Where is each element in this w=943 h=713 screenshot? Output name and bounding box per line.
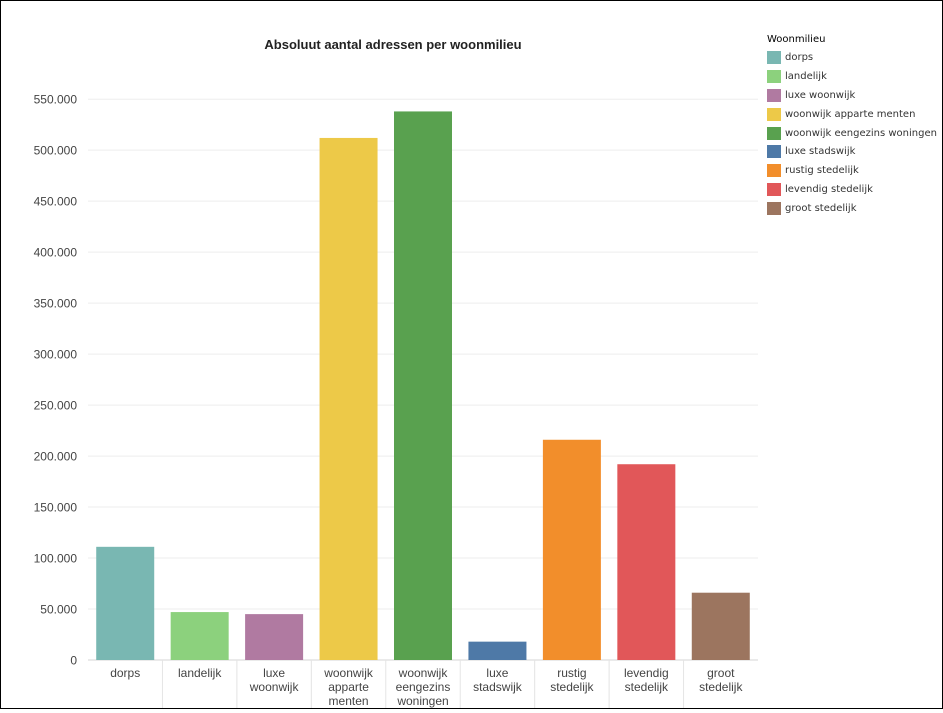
legend-item[interactable]: luxe woonwijk bbox=[767, 86, 943, 105]
y-tick-label: 450.000 bbox=[34, 195, 78, 209]
x-axis-labels: dorps landelijk luxe woonwijk woonwijk appart… bbox=[110, 666, 743, 708]
y-tick-label: 350.000 bbox=[34, 297, 78, 311]
y-tick-label: 0 bbox=[70, 654, 77, 668]
x-tick-label: woonwijk eengezins woningen bbox=[396, 666, 451, 708]
legend-swatch bbox=[767, 126, 781, 140]
x-tick-label: rustig stedelijk bbox=[550, 666, 594, 694]
legend-item[interactable]: levendig stedelijk bbox=[767, 180, 943, 199]
y-tick-label: 250.000 bbox=[34, 399, 78, 413]
legend-label: luxe stadswijk bbox=[785, 146, 856, 158]
x-tick-label: landelijk bbox=[178, 666, 222, 680]
y-tick-label: 100.000 bbox=[34, 552, 78, 566]
legend-swatch bbox=[767, 164, 781, 178]
bar-woonwijk-apparte-menten bbox=[319, 137, 378, 660]
legend-swatch bbox=[767, 145, 781, 159]
bar-luxe-woonwijk bbox=[245, 614, 304, 660]
x-tick-label: dorps bbox=[110, 666, 140, 680]
legend-items: dorps landelijk luxe woonwijk woonwijk appa… bbox=[767, 48, 943, 218]
bar-chart: Absoluut aantal adressen per woonmilieu … bbox=[34, 37, 758, 708]
legend-label: luxe woonwijk bbox=[785, 89, 856, 101]
y-tick-label: 550.000 bbox=[34, 93, 78, 107]
legend-swatch bbox=[767, 107, 781, 121]
x-tick-label: groot stedelijk bbox=[699, 666, 743, 694]
legend-item[interactable]: woonwijk apparte menten bbox=[767, 105, 943, 124]
legend-title: Woonmilieu bbox=[767, 34, 826, 45]
legend-item[interactable]: landelijk bbox=[767, 67, 943, 86]
legend-item[interactable]: groot stedelijk bbox=[767, 199, 943, 218]
legend-swatch bbox=[767, 183, 781, 197]
legend-label: woonwijk apparte menten bbox=[785, 108, 916, 120]
y-tick-label: 300.000 bbox=[34, 348, 78, 362]
legend-label: levendig stedelijk bbox=[785, 184, 873, 196]
y-tick-label: 150.000 bbox=[34, 501, 78, 515]
legend-swatch bbox=[767, 88, 781, 102]
bar-landelijk bbox=[170, 612, 229, 660]
legend-label: landelijk bbox=[785, 70, 827, 82]
y-tick-label: 200.000 bbox=[34, 450, 78, 464]
legend-label: dorps bbox=[785, 51, 814, 63]
bar-groot-stedelijk bbox=[691, 592, 750, 660]
legend-swatch bbox=[767, 69, 781, 83]
legend-label: woonwijk eengezins woningen bbox=[785, 127, 937, 139]
x-tick-label: levendig stedelijk bbox=[624, 666, 669, 694]
legend-swatch bbox=[767, 202, 781, 216]
y-tick-label: 500.000 bbox=[34, 144, 78, 158]
legend: Woonmilieu dorps landelijk luxe woonwijk wo… bbox=[767, 34, 943, 218]
legend-item[interactable]: luxe stadswijk bbox=[767, 142, 943, 161]
y-axis-ticks: 0 50.000 100.000 150.000 200.000 250.000 300.0… bbox=[34, 93, 78, 668]
bar-luxe-stadswijk bbox=[468, 641, 527, 660]
legend-item[interactable]: rustig stedelijk bbox=[767, 161, 943, 180]
legend-item[interactable]: dorps bbox=[767, 48, 943, 67]
x-tick-label: luxe stadswijk bbox=[473, 666, 523, 694]
legend-item[interactable]: woonwijk eengezins woningen bbox=[767, 124, 943, 143]
bar-rustig-stedelijk bbox=[542, 439, 601, 660]
chart-title: Absoluut aantal adressen per woonmilieu bbox=[264, 37, 521, 52]
x-tick-label: luxe woonwijk bbox=[249, 666, 300, 694]
legend-label: groot stedelijk bbox=[785, 203, 857, 215]
legend-label: rustig stedelijk bbox=[785, 165, 859, 177]
y-tick-label: 50.000 bbox=[40, 603, 77, 617]
bar-woonwijk-eengezins-woningen bbox=[394, 111, 452, 661]
y-tick-label: 400.000 bbox=[34, 246, 78, 260]
bars bbox=[96, 111, 750, 661]
x-tick-label: woonwijk apparte menten bbox=[323, 666, 374, 708]
bar-dorps bbox=[96, 546, 155, 660]
bar-levendig-stedelijk bbox=[617, 464, 676, 660]
legend-swatch bbox=[767, 50, 781, 64]
